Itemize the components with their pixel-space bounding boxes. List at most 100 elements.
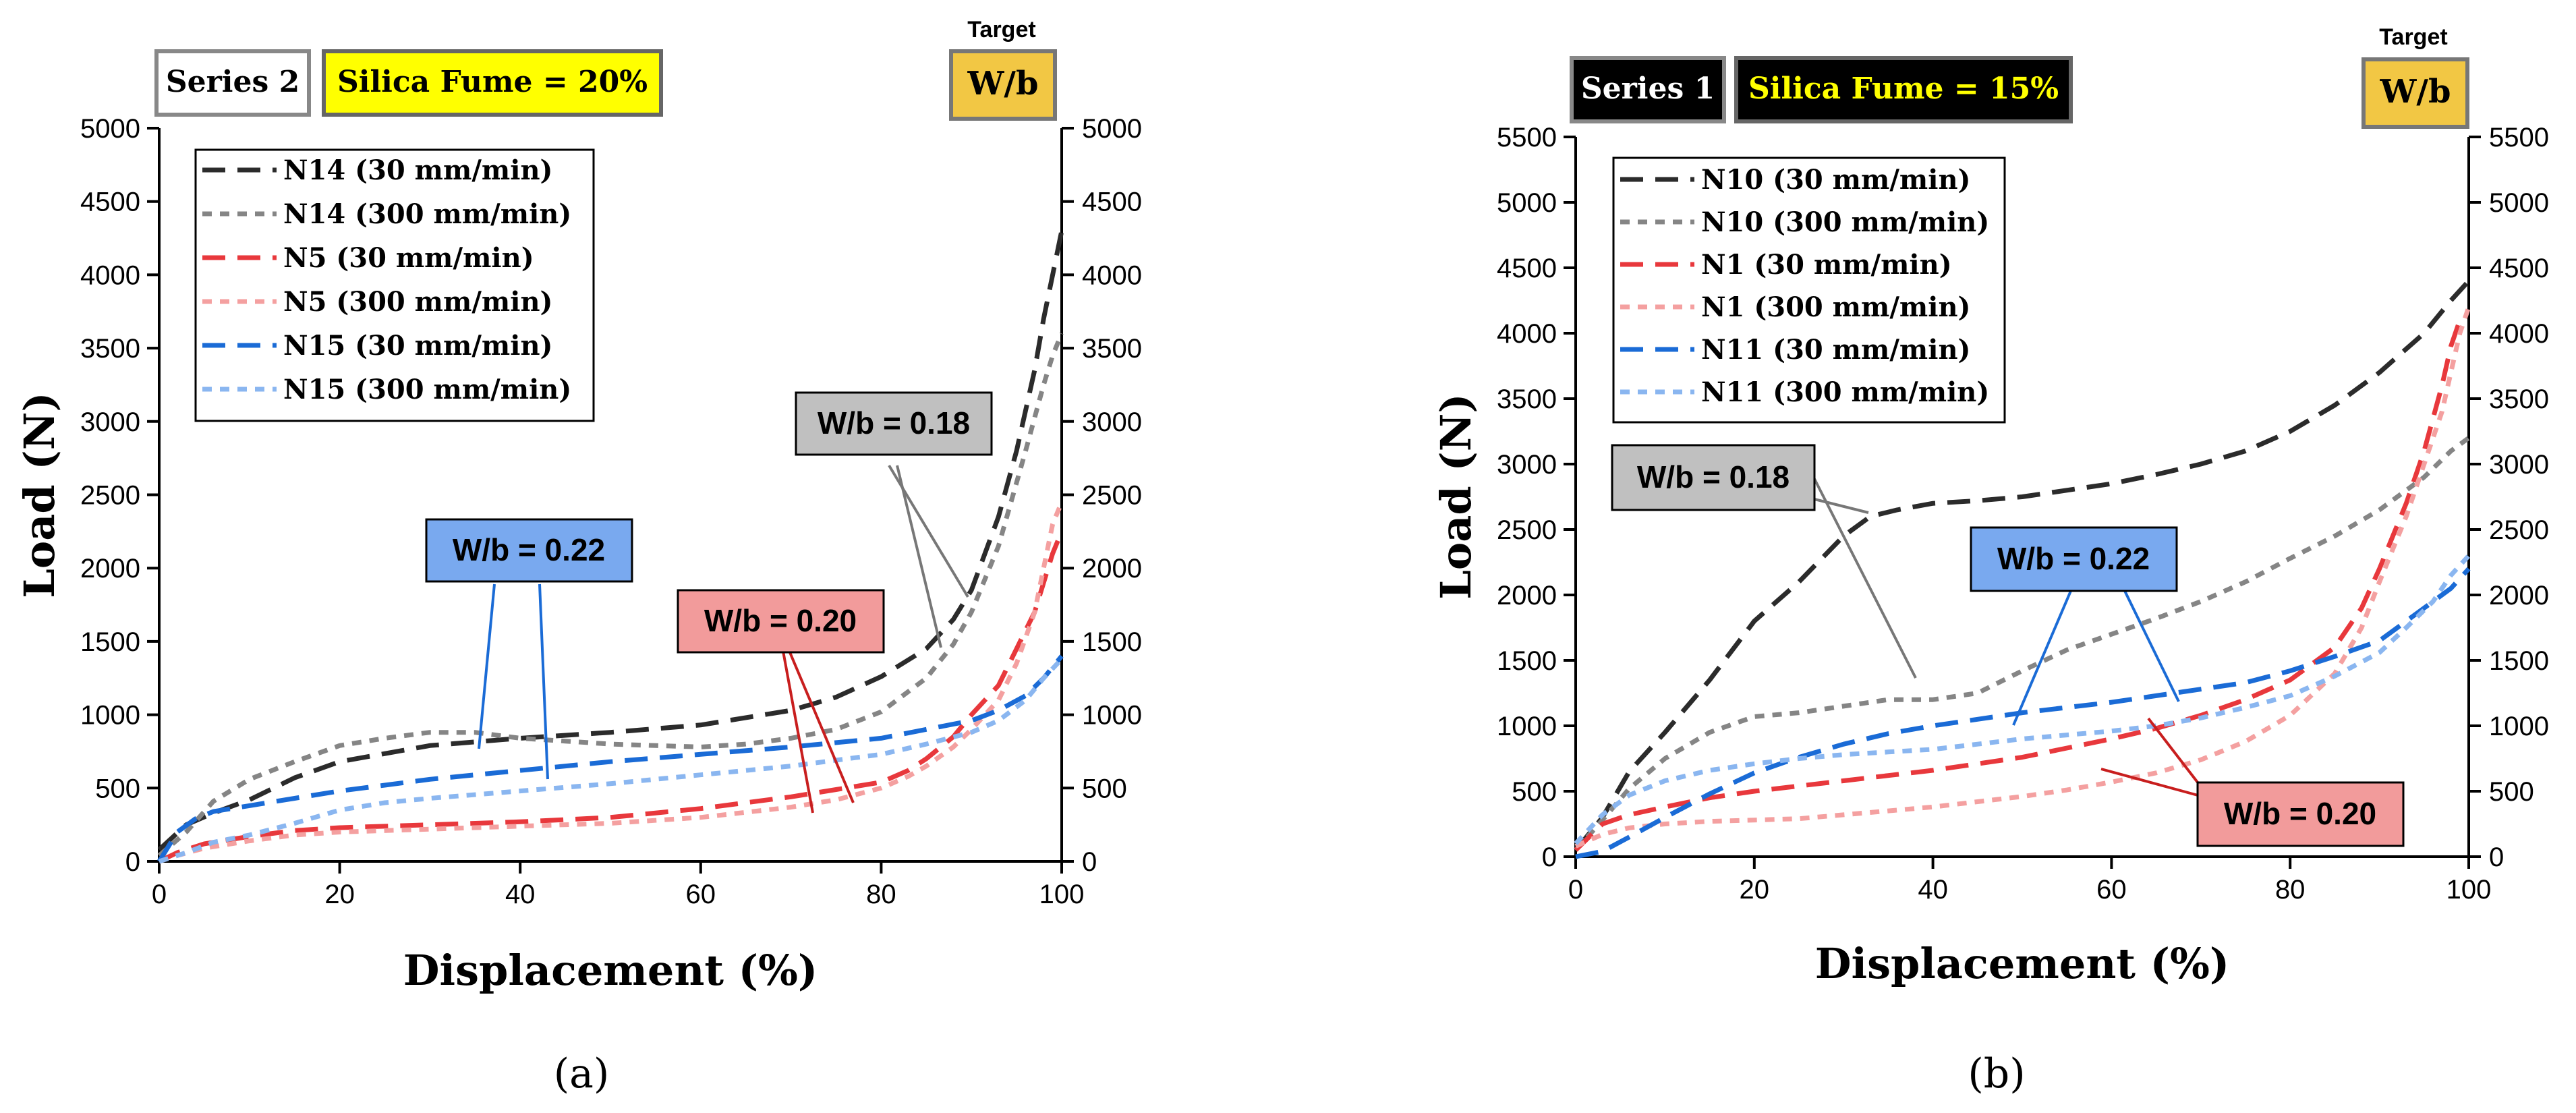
silica-tag-box: [322, 49, 663, 117]
y-tick-label-right: 5500: [2489, 123, 2549, 152]
series-line: [158, 657, 1064, 864]
y-tick-label: 2000: [1497, 581, 1557, 610]
callout-text: W/b = 0.18: [1637, 459, 1790, 494]
legend-box: [194, 148, 595, 422]
y-tick-label: 1500: [80, 627, 140, 657]
callout-text: W/b = 0.22: [1997, 541, 2150, 576]
callout-arrow: [478, 583, 496, 749]
callout-box: [2196, 781, 2405, 847]
y-tick-label-right: 3000: [2489, 450, 2549, 480]
series-line: [157, 333, 1064, 857]
y-tick-label: 1000: [1497, 712, 1557, 741]
legend-label: N14 (300 mm/min): [283, 198, 571, 230]
series-tag-box: [154, 49, 311, 117]
callout-arrow: [2123, 590, 2180, 702]
target-box: [949, 49, 1057, 121]
y-tick-label: 3500: [80, 334, 140, 364]
y-tick-label: 5000: [80, 114, 140, 144]
series-tag-box: [1570, 56, 1726, 123]
y-tick-label-right: 4500: [2489, 254, 2549, 283]
series-line: [1574, 306, 2471, 849]
y-tick-label-right: 1500: [2489, 646, 2549, 676]
y-tick-label-right: 3500: [2489, 384, 2549, 414]
y-tick-label-right: 0: [1082, 847, 1097, 877]
callout-text: W/b = 0.18: [818, 405, 970, 440]
y-tick-label-right: 5000: [1082, 114, 1142, 144]
x-axis-label: Displacement (%): [403, 946, 818, 995]
series-tag: Series 2: [166, 65, 299, 99]
y-tick-label: 2000: [80, 554, 140, 583]
y-tick-label: 2500: [80, 481, 140, 511]
panel-a: Series 2 Silica Fume = 20% Target W/b 0 2…: [15, 17, 1142, 1097]
callout-text: W/b = 0.22: [453, 532, 605, 567]
callout-arrow: [781, 647, 814, 814]
callout-box: [425, 518, 633, 583]
callout-arrow: [1813, 478, 1917, 679]
callout-018: W/b = 0.18: [795, 391, 993, 648]
legend-label: N10 (30 mm/min): [1701, 164, 1970, 196]
y-tick-label-right: 500: [1082, 774, 1127, 803]
y-tick-label: 3000: [1497, 450, 1557, 480]
callout-box: [1970, 526, 2178, 592]
y-tick-label-right: 1500: [1082, 627, 1142, 657]
y-tick-label: 500: [95, 774, 140, 803]
y-tick-label: 4500: [80, 188, 140, 217]
series-line: [1575, 567, 2471, 859]
legend-label: N1 (30 mm/min): [1701, 249, 1952, 281]
y-tick-label-right: 4000: [1082, 260, 1142, 290]
silica-tag-box: [1734, 56, 2073, 123]
callout-020: W/b = 0.20: [677, 589, 885, 814]
target-box: [2362, 57, 2469, 129]
series-line: [1574, 319, 2463, 852]
y-tick-label: 1500: [1497, 646, 1557, 676]
target-label: Target: [2379, 24, 2447, 50]
series-line: [158, 530, 1064, 864]
y-tick-label: 0: [1542, 843, 1557, 872]
x-tick-label: 0: [1568, 875, 1583, 905]
legend-label: N5 (300 mm/min): [283, 286, 552, 318]
y-tick-label-right: 3500: [1082, 334, 1142, 364]
x-tick-label: 20: [324, 880, 355, 909]
legend-label: N11 (30 mm/min): [1701, 334, 1970, 366]
y-tick-label-right: 4500: [1082, 188, 1142, 217]
y-tick-label: 1000: [80, 701, 140, 731]
x-tick-label: 60: [2096, 875, 2127, 905]
callout-arrow: [2100, 768, 2201, 797]
y-tick-label-right: 4000: [2489, 319, 2549, 349]
callout-box: [795, 391, 993, 456]
legend-label: N15 (30 mm/min): [283, 330, 552, 362]
x-tick-label: 100: [1039, 880, 1085, 909]
legend-label: N10 (300 mm/min): [1701, 206, 1989, 238]
x-tick-label: 80: [866, 880, 896, 909]
y-tick-label: 3000: [80, 407, 140, 437]
y-tick-label-right: 1000: [1082, 701, 1142, 731]
x-tick-label: 60: [686, 880, 716, 909]
callout-022: W/b = 0.22: [1970, 526, 2180, 726]
x-tick-label: 20: [1740, 875, 1770, 905]
y-ticks: 0 0 500 500 1000 1000 1500 1500 2000 2000 2500 2500…: [1497, 123, 2549, 872]
panel-b: Series 1 Silica Fume = 15% Target W/b 0 2…: [1431, 24, 2549, 1097]
callout-020: W/b = 0.20: [2100, 717, 2405, 847]
callout-arrow: [2012, 590, 2072, 726]
x-tick-label: 40: [505, 880, 536, 909]
target-label: Target: [967, 17, 1035, 42]
y-axis-label: Load (N): [1431, 393, 1481, 599]
series-line: [1574, 279, 2471, 852]
x-tick-label: 0: [152, 880, 167, 909]
callout-arrow: [896, 465, 942, 648]
callout-arrow: [538, 583, 549, 780]
y-tick-label: 4000: [1497, 319, 1557, 349]
legend: N14 (30 mm/min) N14 (300 mm/min) N5 (30 mm…: [202, 154, 571, 405]
y-tick-label-right: 3000: [1082, 407, 1142, 437]
callout-box: [1611, 444, 1816, 511]
callout-text: W/b = 0.20: [2224, 796, 2376, 831]
y-tick-label-right: 0: [2489, 843, 2504, 872]
legend: N10 (30 mm/min) N10 (300 mm/min) N1 (30 mm…: [1620, 164, 1989, 408]
target-box-text: W/b: [967, 65, 1039, 103]
y-tick-label: 3500: [1497, 384, 1557, 414]
y-tick-label: 5000: [1497, 188, 1557, 218]
series-line: [157, 230, 1064, 852]
series-tag: Series 1: [1581, 72, 1715, 106]
y-tick-label-right: 5000: [2489, 188, 2549, 218]
